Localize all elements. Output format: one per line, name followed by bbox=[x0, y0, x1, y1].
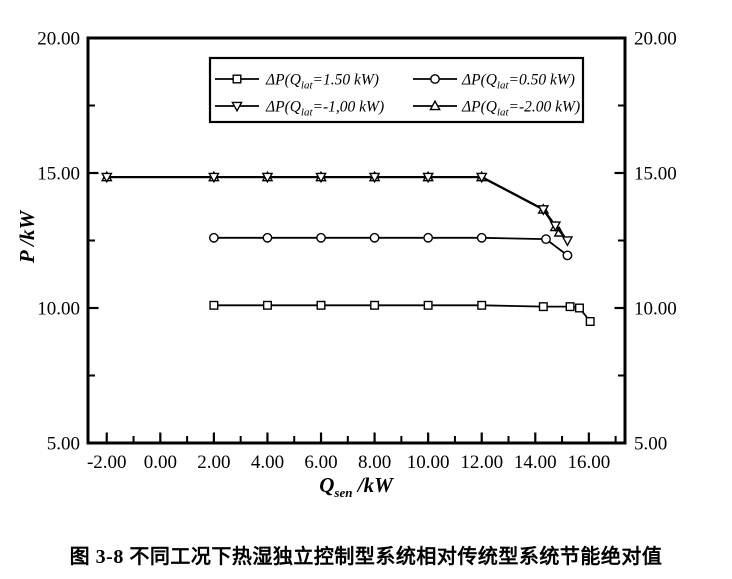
x-axis-tick-label: 16.00 bbox=[567, 452, 610, 473]
triangle-down-marker bbox=[231, 101, 243, 113]
y-axis-tick-label-left: 5.00 bbox=[47, 434, 80, 455]
triangle-down-marker bbox=[561, 236, 574, 247]
x-axis-tick-label: 10.00 bbox=[407, 452, 450, 473]
series-line-triangle-up bbox=[106, 175, 561, 234]
circle-marker bbox=[562, 250, 573, 261]
circle-marker bbox=[208, 232, 219, 243]
legend-box bbox=[208, 56, 585, 124]
triangle-down-marker bbox=[368, 172, 381, 184]
circle-marker bbox=[423, 232, 434, 243]
triangle-down-marker bbox=[422, 172, 434, 184]
series-line-circle bbox=[213, 236, 568, 257]
x-axis-unit: /kW bbox=[352, 473, 393, 497]
circle-marker bbox=[262, 232, 273, 243]
legend-entry-label: ΔP(Qlat=-2.00 kW) bbox=[461, 99, 580, 119]
series-line-square bbox=[213, 304, 591, 323]
y-axis-variable: P bbox=[15, 251, 39, 264]
y-axis-tick-label-left: 15.00 bbox=[37, 164, 80, 185]
circle-marker bbox=[369, 232, 380, 243]
series-line-triangle-down bbox=[106, 175, 569, 242]
y-axis-tick-label-right: 15.00 bbox=[634, 164, 677, 185]
square-marker bbox=[565, 302, 575, 312]
square-marker bbox=[262, 300, 272, 310]
x-axis-tick-label: -2.00 bbox=[87, 452, 127, 473]
circle-marker bbox=[316, 232, 326, 243]
x-axis-variable: Q bbox=[319, 473, 335, 497]
plot-frame bbox=[86, 36, 627, 445]
legend-entry-label: ΔP(Qlat=0.50 kW) bbox=[461, 72, 575, 92]
triangle-down-marker bbox=[315, 172, 327, 184]
square-marker bbox=[477, 300, 487, 310]
legend-entry-label: ΔP(Qlat=-1,00 kW) bbox=[265, 99, 384, 119]
triangle-down-marker bbox=[537, 205, 550, 216]
y-axis-tick-label-right: 20.00 bbox=[634, 29, 677, 50]
triangle-down-marker bbox=[475, 172, 488, 184]
square-marker bbox=[574, 303, 584, 313]
y-axis-tick-label-right: 5.00 bbox=[634, 434, 667, 455]
circle-marker bbox=[430, 74, 440, 84]
square-marker bbox=[209, 300, 219, 310]
triangle-down-marker bbox=[208, 172, 220, 184]
x-axis-tick-label: 6.00 bbox=[304, 452, 337, 473]
x-axis-subscript: sen bbox=[334, 485, 353, 501]
x-axis-title: Qsen /kW bbox=[256, 473, 456, 501]
figure-caption: 图 3-8 不同工况下热湿独立控制型系统相对传统型系统节能绝对值 bbox=[69, 546, 663, 568]
square-marker bbox=[370, 300, 380, 310]
triangle-up-marker bbox=[429, 99, 441, 111]
square-marker bbox=[538, 302, 548, 312]
triangle-down-marker bbox=[261, 172, 274, 184]
x-axis-tick-label: 2.00 bbox=[197, 452, 230, 473]
x-axis-tick-label: 0.00 bbox=[144, 452, 177, 473]
circle-marker bbox=[476, 232, 487, 243]
square-marker bbox=[585, 317, 595, 327]
triangle-down-marker bbox=[549, 221, 562, 232]
chart-plot: -2.00 0.00 2.00 4.00 6.00 8.00 10.00 12.00 14.00… bbox=[37, 29, 677, 474]
x-axis-tick-label: 14.00 bbox=[514, 452, 557, 473]
square-marker bbox=[232, 74, 242, 84]
y-axis-title: P /kW bbox=[15, 182, 41, 292]
square-marker bbox=[423, 300, 433, 310]
x-axis-tick-label: 4.00 bbox=[251, 452, 284, 473]
y-axis-unit: /kW bbox=[15, 210, 39, 252]
x-axis-tick-label: 12.00 bbox=[460, 452, 503, 473]
y-axis-tick-label-left: 10.00 bbox=[37, 299, 80, 320]
y-axis-tick-label-right: 10.00 bbox=[634, 299, 677, 320]
square-marker bbox=[316, 300, 326, 310]
circle-marker bbox=[541, 234, 551, 245]
x-axis-tick-label: 8.00 bbox=[358, 452, 391, 473]
triangle-down-marker bbox=[100, 172, 113, 184]
legend-entry-label: ΔP(Qlat=1.50 kW) bbox=[265, 72, 379, 92]
y-axis-tick-label-left: 20.00 bbox=[37, 29, 80, 50]
